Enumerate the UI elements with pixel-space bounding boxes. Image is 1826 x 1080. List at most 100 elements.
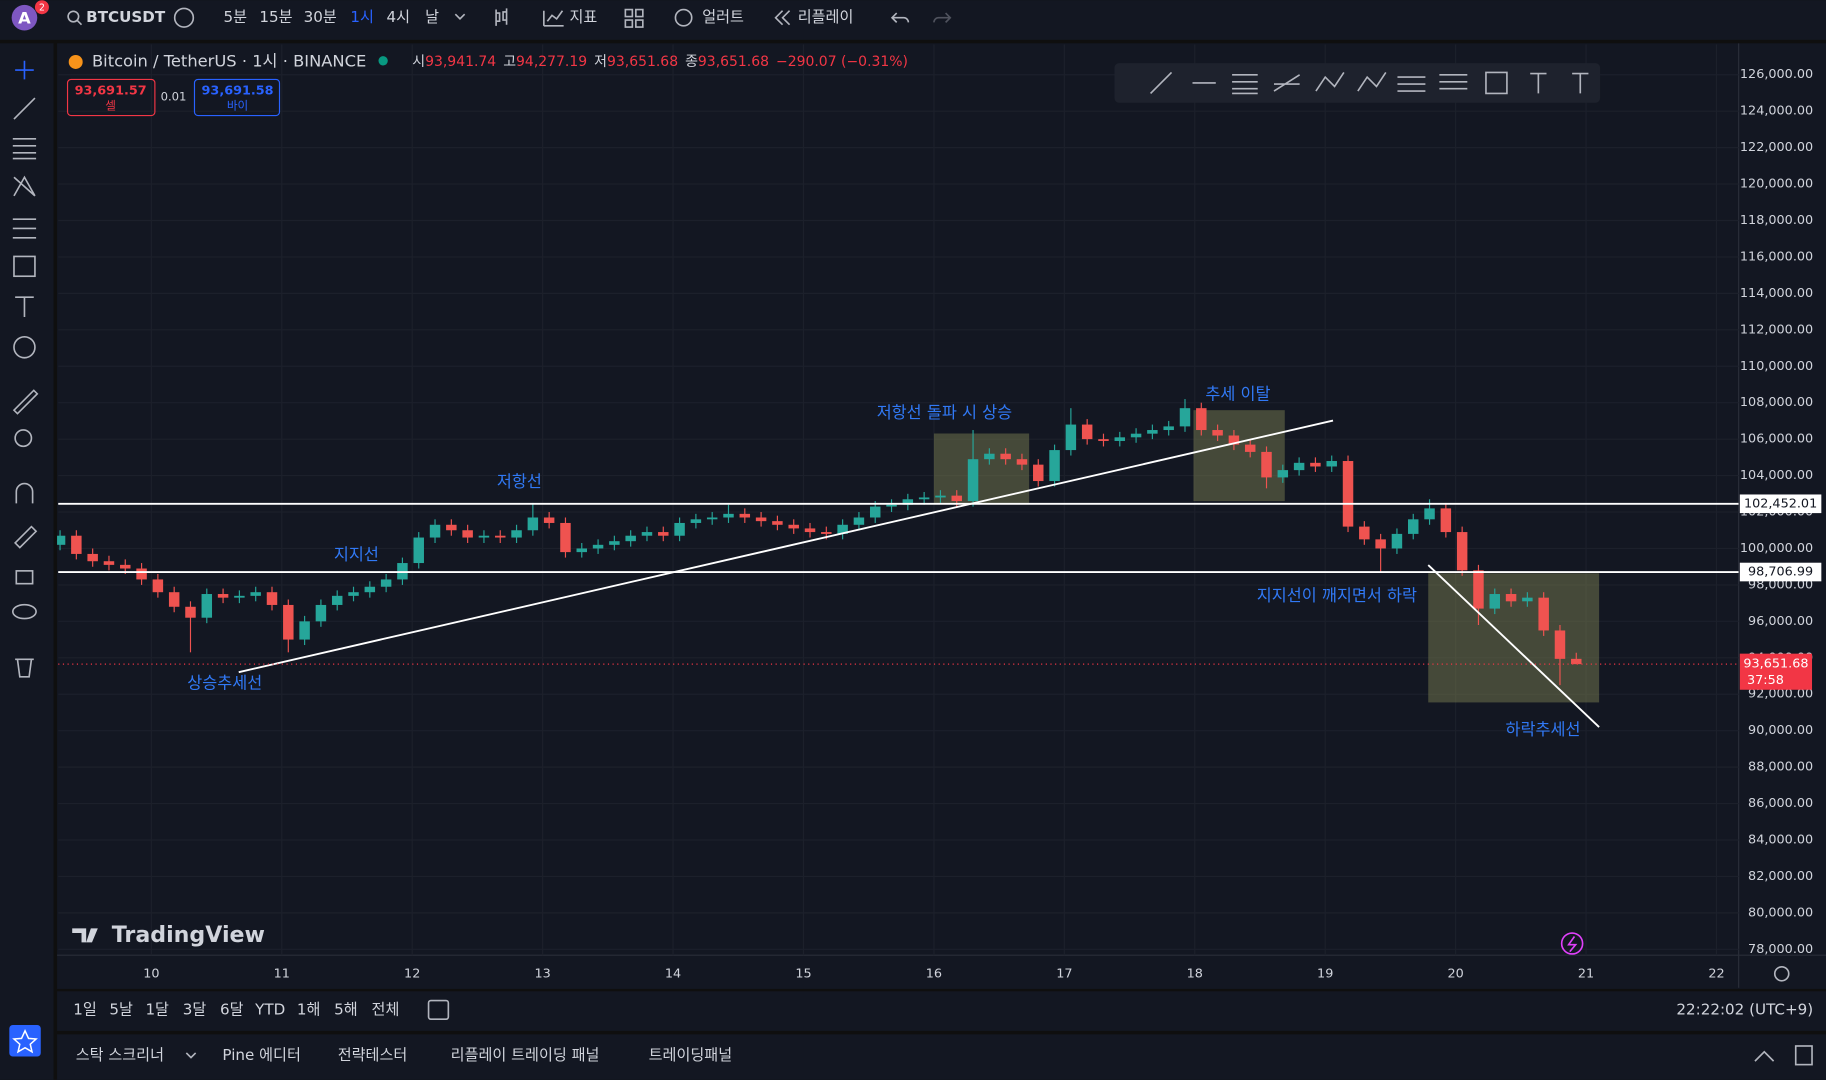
candle-body	[886, 504, 897, 507]
emoji-tool[interactable]	[13, 335, 36, 359]
dropdown-icon[interactable]	[454, 13, 466, 21]
candle-body	[1424, 508, 1435, 520]
footer-tab[interactable]: 스탁 스크리너	[76, 1046, 164, 1064]
close-label: 종	[685, 54, 698, 70]
annotation: 지지선이 깨지면서 하락	[1257, 586, 1417, 605]
range[interactable]: 5해	[334, 1000, 358, 1018]
lightning-icon	[1567, 936, 1578, 953]
y-tick-label: 88,000.00	[1748, 760, 1813, 775]
maximize-panel[interactable]	[1794, 1045, 1813, 1066]
range[interactable]: 3달	[183, 1000, 207, 1018]
candle-body	[1196, 408, 1207, 431]
range[interactable]: 1달	[145, 1000, 169, 1018]
candle-body	[1293, 462, 1305, 471]
candle-body	[527, 517, 539, 531]
y-tick-label: 80,000.00	[1748, 905, 1813, 920]
text-tool[interactable]	[15, 296, 34, 317]
sell-button[interactable]	[66, 78, 156, 117]
candle-body	[1065, 424, 1077, 451]
interval[interactable]: 15분	[259, 8, 292, 26]
buy-button[interactable]	[193, 78, 281, 117]
footer-tab[interactable]: 리플레이 트레이딩 패널	[451, 1046, 600, 1064]
interval[interactable]: 30분	[304, 8, 337, 26]
buy-price: 93,691.58	[202, 84, 274, 99]
highlight-box	[1428, 573, 1600, 703]
forecast-tool[interactable]	[12, 218, 37, 239]
watermark-logo	[72, 928, 98, 943]
x-tick-label: 11	[274, 966, 290, 981]
open-label: 시	[412, 54, 425, 70]
interval[interactable]: 날	[425, 8, 439, 26]
replay[interactable]: 리플레이	[798, 8, 854, 26]
candle-body	[1147, 430, 1158, 434]
crosshair-tool[interactable]	[15, 60, 34, 80]
add-symbol[interactable]	[173, 7, 195, 28]
hide-tool[interactable]	[11, 603, 37, 620]
undo[interactable]	[890, 12, 910, 23]
ruler-tool[interactable]	[12, 389, 39, 415]
draw-mode-tool[interactable]	[13, 525, 38, 549]
y-tick-label: 78,000.00	[1748, 942, 1813, 957]
alert-icon	[674, 8, 693, 27]
interval-active[interactable]: 1시	[350, 8, 374, 26]
y-tick-label: 106,000.00	[1740, 432, 1813, 447]
y-tick-label: 118,000.00	[1740, 213, 1813, 228]
settings-icon[interactable]	[1773, 965, 1790, 982]
delete-tool[interactable]	[15, 658, 34, 678]
candle-body	[185, 606, 196, 618]
range[interactable]: 1해	[297, 1000, 321, 1018]
ohlc-legend: 시93,941.74 고94,277.19 저93,651.68 종93,651.68…	[412, 54, 908, 70]
candle-body	[755, 517, 767, 522]
market-status	[378, 56, 388, 66]
indicators[interactable]: 지표	[569, 8, 597, 26]
x-tick-label: 16	[926, 966, 942, 981]
collapse-panel[interactable]	[1754, 1050, 1775, 1062]
shape-tool[interactable]	[13, 255, 36, 278]
y-tick-label: 110,000.00	[1740, 359, 1813, 374]
candle-body	[1016, 459, 1028, 465]
change: −290.07 (−0.31%)	[776, 54, 908, 70]
pattern-tool[interactable]	[13, 175, 36, 197]
range[interactable]: 전체	[372, 1000, 400, 1018]
x-tick-label: 13	[534, 966, 550, 981]
y-tick-label: 122,000.00	[1740, 140, 1813, 155]
layouts-icon[interactable]	[624, 8, 644, 28]
avatar-letter: A	[18, 8, 31, 27]
watchlist-button[interactable]	[9, 1025, 41, 1057]
lightning-icon[interactable]	[1560, 932, 1584, 955]
chart-type-icon[interactable]	[495, 8, 508, 26]
interval[interactable]: 5분	[223, 8, 247, 26]
footer-tab[interactable]: Pine 에디터	[222, 1046, 300, 1064]
indicators-icon	[543, 10, 564, 27]
lock-tool[interactable]	[15, 570, 34, 585]
avatar[interactable]	[11, 4, 38, 31]
range[interactable]: 1일	[73, 1000, 97, 1018]
floating-tool-icons[interactable]	[1149, 71, 1589, 95]
range[interactable]: 5날	[109, 1000, 133, 1018]
range[interactable]: YTD	[254, 1000, 285, 1018]
symbol-title: Bitcoin / TetherUS · 1시 · BINANCE	[92, 51, 366, 70]
open-value: 93,941.74	[425, 54, 496, 70]
redo[interactable]	[933, 12, 952, 23]
fib-tool[interactable]	[12, 138, 37, 160]
candle-body	[1033, 464, 1044, 482]
clock: 22:22:02 (UTC+9)	[1676, 1000, 1813, 1018]
footer-tab[interactable]: 트레이딩패널	[649, 1046, 733, 1064]
candle-body	[674, 522, 685, 536]
symbol[interactable]: BTCUSDT	[86, 8, 166, 26]
range[interactable]: 6달	[220, 1000, 244, 1018]
candle-body	[1179, 408, 1191, 427]
floating-toolbar	[1114, 63, 1601, 103]
goto-date[interactable]	[427, 999, 450, 1021]
footer-tab[interactable]: 전략테스터	[338, 1046, 408, 1064]
candle-body	[1244, 444, 1256, 452]
dropdown-icon[interactable]	[185, 1052, 197, 1059]
trendline-tool[interactable]	[13, 97, 36, 120]
magnet-tool[interactable]	[15, 482, 34, 504]
zoom-tool[interactable]	[14, 429, 33, 448]
alert[interactable]: 얼러트	[702, 8, 744, 26]
candle-body	[1130, 433, 1142, 438]
interval[interactable]: 4시	[386, 8, 410, 26]
y-tick-label: 114,000.00	[1740, 286, 1813, 301]
low-value: 93,651.68	[607, 54, 678, 70]
